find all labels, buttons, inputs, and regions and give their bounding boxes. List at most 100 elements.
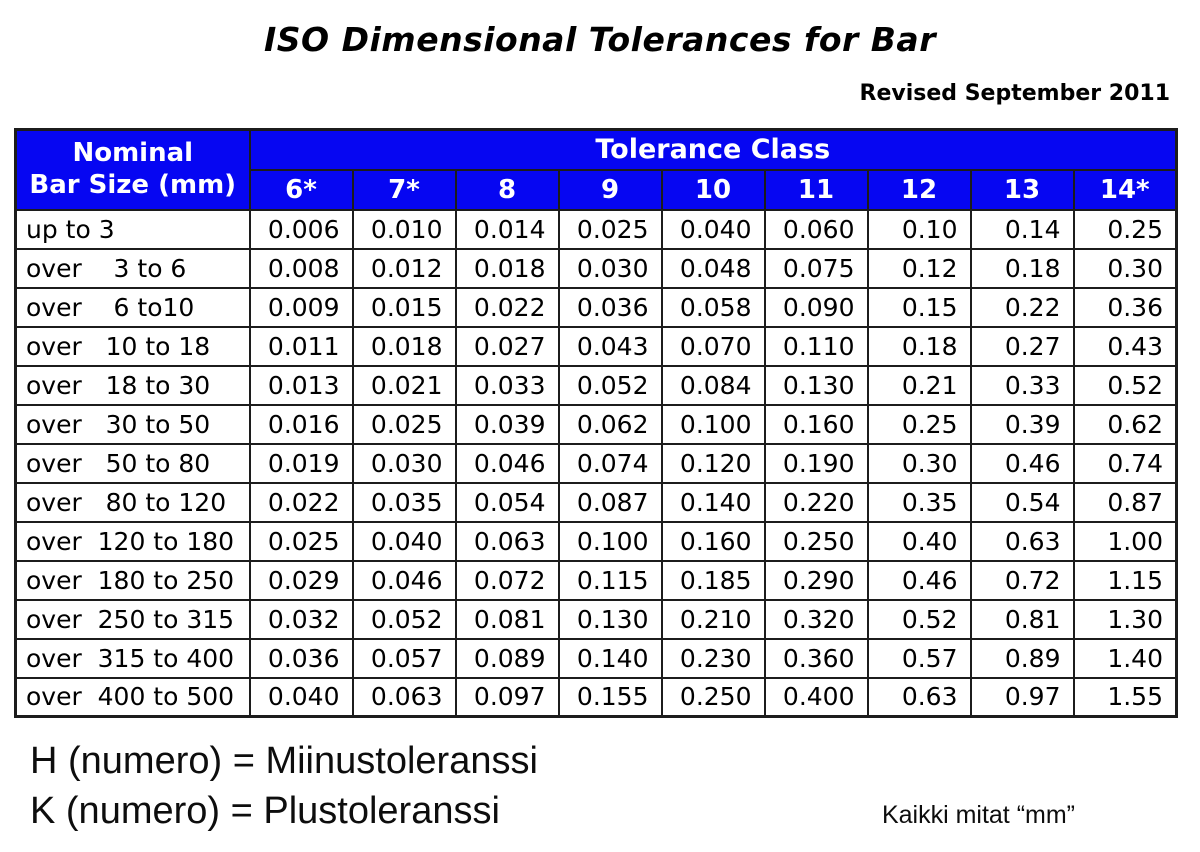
tolerance-value: 0.040 (248, 676, 354, 718)
row-label: over 10 to 18 (14, 325, 251, 367)
tolerance-value: 0.62 (1072, 403, 1178, 445)
tolerance-value: 0.036 (248, 637, 354, 679)
table-row: over 50 to 80 0.019 0.030 0.046 0.074 0.120 0.… (14, 442, 1178, 484)
tolerance-value: 0.058 (660, 286, 766, 328)
tolerance-value: 0.72 (969, 559, 1075, 601)
tolerance-value: 0.130 (763, 364, 869, 406)
tolerance-value: 1.40 (1072, 637, 1178, 679)
col-group-header-tolerance-class: Tolerance Class (248, 128, 1178, 171)
tolerance-value: 0.025 (351, 403, 457, 445)
tolerance-value: 0.018 (454, 247, 560, 289)
tolerance-value: 0.081 (454, 598, 560, 640)
tolerance-value: 0.100 (660, 403, 766, 445)
tolerance-value: 0.016 (248, 403, 354, 445)
tolerance-value: 0.032 (248, 598, 354, 640)
tolerance-value: 0.090 (763, 286, 869, 328)
tolerance-value: 1.55 (1072, 676, 1178, 718)
tolerance-value: 0.022 (454, 286, 560, 328)
tolerance-table: Nominal Bar Size (mm) Tolerance Class 6*… (14, 128, 1178, 718)
tolerance-value: 0.15 (866, 286, 972, 328)
tolerance-value: 0.097 (454, 676, 560, 718)
tolerance-value: 0.400 (763, 676, 869, 718)
tolerance-value: 0.46 (866, 559, 972, 601)
class-header-6-star: 6* (248, 168, 354, 211)
tolerance-value: 0.018 (351, 325, 457, 367)
table-row: over 18 to 30 0.013 0.021 0.033 0.052 0.084 0.… (14, 364, 1178, 406)
page-title: ISO Dimensional Tolerances for Bar (264, 20, 936, 59)
table-row: over 250 to 315 0.032 0.052 0.081 0.130 0.210… (14, 598, 1178, 640)
table-row: over 400 to 500 0.040 0.063 0.097 0.155 0.250… (14, 676, 1178, 718)
tolerance-value: 0.115 (557, 559, 663, 601)
tolerance-value: 0.320 (763, 598, 869, 640)
tolerance-value: 1.15 (1072, 559, 1178, 601)
tolerance-value: 0.012 (351, 247, 457, 289)
table-row: up to 3 0.006 0.010 0.014 0.025 0.040 0.060 0.1… (14, 208, 1178, 250)
row-label: over 18 to 30 (14, 364, 251, 406)
tolerance-value: 0.10 (866, 208, 972, 250)
tolerance-value: 0.063 (454, 520, 560, 562)
tolerance-value: 0.14 (969, 208, 1075, 250)
tolerance-value: 0.74 (1072, 442, 1178, 484)
tolerance-value: 0.360 (763, 637, 869, 679)
footnote-row: K (numero) = Plustoleranssi Kaikki mitat… (30, 788, 1075, 836)
tolerance-value: 0.63 (969, 520, 1075, 562)
tolerance-value: 0.063 (351, 676, 457, 718)
tolerance-value: 0.130 (557, 598, 663, 640)
class-header-9: 9 (557, 168, 663, 211)
tolerance-value: 0.030 (557, 247, 663, 289)
tolerance-value: 0.057 (351, 637, 457, 679)
tolerance-value: 0.014 (454, 208, 560, 250)
tolerance-value: 0.035 (351, 481, 457, 523)
tolerance-value: 0.210 (660, 598, 766, 640)
class-header-7-star: 7* (351, 168, 457, 211)
row-label: over 30 to 50 (14, 403, 251, 445)
tolerance-value: 0.025 (248, 520, 354, 562)
tolerance-value: 0.046 (351, 559, 457, 601)
tolerance-value: 0.220 (763, 481, 869, 523)
tolerance-value: 0.025 (557, 208, 663, 250)
tolerance-value: 0.54 (969, 481, 1075, 523)
class-header-10: 10 (660, 168, 766, 211)
col-header-nominal-bar-size: Nominal Bar Size (mm) (14, 128, 251, 211)
row-label: over 120 to 180 (14, 520, 251, 562)
tolerance-value: 0.43 (1072, 325, 1178, 367)
tolerance-value: 0.87 (1072, 481, 1178, 523)
row-label: over 180 to 250 (14, 559, 251, 601)
table-row: over 120 to 180 0.025 0.040 0.063 0.100 0.160… (14, 520, 1178, 562)
tolerance-value: 0.30 (866, 442, 972, 484)
class-header-14-star: 14* (1072, 168, 1178, 211)
tolerance-value: 0.054 (454, 481, 560, 523)
tolerance-value: 0.230 (660, 637, 766, 679)
tolerance-value: 0.033 (454, 364, 560, 406)
tolerance-value: 0.46 (969, 442, 1075, 484)
tolerance-value: 0.009 (248, 286, 354, 328)
tolerance-value: 0.013 (248, 364, 354, 406)
tolerance-value: 0.12 (866, 247, 972, 289)
row-label: over 3 to 6 (14, 247, 251, 289)
tolerance-value: 0.25 (1072, 208, 1178, 250)
tolerance-value: 0.008 (248, 247, 354, 289)
tolerance-value: 0.048 (660, 247, 766, 289)
tolerance-value: 0.30 (1072, 247, 1178, 289)
tolerance-value: 0.046 (454, 442, 560, 484)
table-row: over 10 to 18 0.011 0.018 0.027 0.043 0.070 0.… (14, 325, 1178, 367)
tolerance-value: 0.18 (866, 325, 972, 367)
tolerance-value: 0.010 (351, 208, 457, 250)
tolerance-value: 0.075 (763, 247, 869, 289)
table-row: over 315 to 400 0.036 0.057 0.089 0.140 0.230… (14, 637, 1178, 679)
tolerance-value: 1.30 (1072, 598, 1178, 640)
tolerance-value: 0.290 (763, 559, 869, 601)
header-row-classes: 6* 7* 8 9 10 11 12 13 14* (16, 168, 1178, 211)
table-row: over 3 to 6 0.008 0.012 0.018 0.030 0.048 0.07… (14, 247, 1178, 289)
tolerance-value: 0.011 (248, 325, 354, 367)
tolerance-value: 0.074 (557, 442, 663, 484)
tolerance-value: 0.140 (557, 637, 663, 679)
tolerance-value: 0.63 (866, 676, 972, 718)
row-label: over 250 to 315 (14, 598, 251, 640)
tolerance-value: 0.52 (866, 598, 972, 640)
footnote-plus-tolerance: K (numero) = Plustoleranssi (30, 789, 500, 832)
footnotes: H (numero) = Miinustoleranssi K (numero)… (30, 738, 1200, 835)
tolerance-value: 0.036 (557, 286, 663, 328)
tolerance-value: 0.21 (866, 364, 972, 406)
class-header-11: 11 (763, 168, 869, 211)
